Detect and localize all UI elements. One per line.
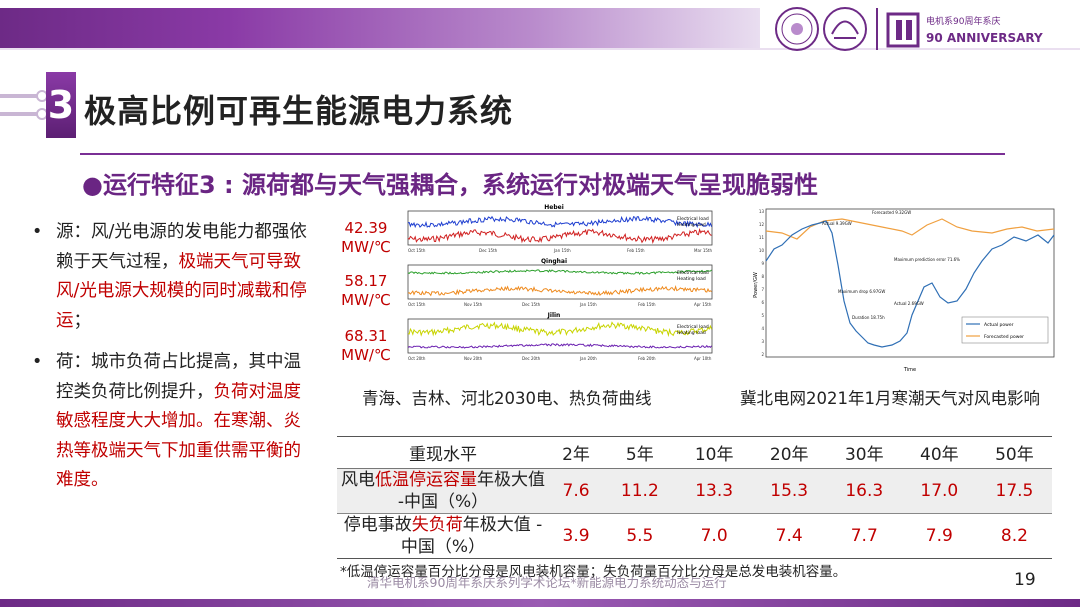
svg-text:Dec 15th: Dec 15th: [479, 248, 498, 253]
svg-text:Electrical load: Electrical load: [677, 324, 709, 330]
svg-text:11: 11: [759, 235, 765, 240]
svg-text:Heating load: Heating load: [677, 276, 706, 282]
svg-text:Time: Time: [903, 367, 916, 373]
svg-text:Forecasted power: Forecasted power: [984, 334, 1024, 340]
svg-text:Feb 15th: Feb 15th: [638, 302, 656, 307]
table-row: 风电低温停运容量年极大值 -中国（%） 7.6 11.2 13.3 15.3 16…: [337, 468, 1052, 514]
svg-text:Electrical load: Electrical load: [677, 270, 709, 276]
svg-text:Forecasted 9.32GW: Forecasted 9.32GW: [872, 210, 911, 215]
wind-power-chart: Power/GW Time 13 12 11 10 9 8 7 6 5 4 3 …: [753, 208, 1055, 373]
svg-text:Duration 18.75h: Duration 18.75h: [852, 315, 885, 320]
svg-text:6: 6: [761, 300, 764, 305]
svg-text:13: 13: [759, 209, 765, 214]
recurrence-table: 重现水平 2年 5年 10年 20年 30年 40年 50年 风电低温停运容量年…: [337, 436, 1052, 559]
svg-text:Electrical load: Electrical load: [677, 216, 709, 222]
caption-load-curves: 青海、吉林、河北2030电、热负荷曲线: [362, 389, 652, 408]
jilin-heating-line: [407, 343, 712, 349]
svg-text:Apr 10th: Apr 10th: [694, 356, 712, 361]
bullet-source: • 源：风/光电源的发电能力都强依赖于天气过程，极端天气可导致风/光电源大规模的…: [32, 222, 307, 331]
svg-text:90 ANNIVERSARY: 90 ANNIVERSARY: [926, 31, 1043, 45]
svg-text:Jan 20th: Jan 20th: [579, 356, 597, 361]
hebei-sensitivity: 42.39 MW/℃: [341, 219, 391, 256]
actual-power-line: [765, 220, 1055, 348]
svg-text:10: 10: [759, 248, 765, 253]
qinghai-sensitivity: 58.17 MW/℃: [341, 272, 391, 309]
table-footnote: *低温停运容量百分比分母是风电装机容量；失负荷量百分比分母是总发电装机容量。: [340, 564, 847, 580]
svg-text:7: 7: [761, 287, 764, 292]
page-title: 极高比例可再生能源电力系统: [84, 92, 514, 130]
svg-text:Heating load: Heating load: [677, 222, 706, 228]
university-logos: 电机系90周年系庆 90 ANNIVERSARY: [775, 7, 1043, 51]
header-banner: [0, 8, 760, 48]
table-row: 停电事故失负荷年极大值 - 中国（%） 3.9 5.5 7.0 7.4 7.7 7…: [337, 513, 1052, 559]
svg-text:Heating load: Heating load: [677, 330, 706, 336]
bullet-load: • 荷：城市负荷占比提高，其中温控类负荷比例提升，负荷对温度敏感程度大大增加。在…: [32, 352, 301, 490]
qinghai-heating-line: [407, 285, 712, 297]
jilin-electrical-line: [407, 321, 713, 338]
svg-text:Feb 20th: Feb 20th: [638, 356, 656, 361]
svg-text:Actual power: Actual power: [984, 322, 1014, 328]
svg-text:Feb 15th: Feb 15th: [627, 248, 645, 253]
svg-text:Jilin: Jilin: [547, 312, 561, 319]
svg-text:Oct 20th: Oct 20th: [408, 356, 426, 361]
svg-text:Power/GW: Power/GW: [753, 272, 759, 298]
dept-seal-icon: [823, 7, 867, 51]
svg-text:4: 4: [761, 326, 764, 331]
jilin-sensitivity: 68.31 MW/℃: [341, 327, 391, 364]
hebei-panel: Hebei Electrical load Heating load Oct 1…: [407, 204, 713, 253]
svg-text:Apr 15th: Apr 15th: [694, 302, 712, 307]
svg-text:Oct 15th: Oct 15th: [408, 302, 426, 307]
jilin-panel: Jilin Electrical load Heating load Oct 2…: [407, 312, 713, 361]
hebei-electrical-line: [407, 215, 713, 229]
svg-text:Maximum drop 6.97GW: Maximum drop 6.97GW: [838, 289, 885, 294]
tsinghua-seal-icon: [775, 7, 819, 51]
qinghai-electrical-line: [407, 269, 712, 275]
svg-text:Maximum prediction error 71.6%: Maximum prediction error 71.6%: [894, 257, 960, 262]
svg-text:2: 2: [761, 352, 764, 357]
svg-text:12: 12: [759, 222, 765, 227]
svg-text:Nov 15th: Nov 15th: [464, 302, 483, 307]
anniversary-logo-icon: [886, 12, 920, 48]
page-number: 19: [1014, 570, 1036, 590]
svg-text:Jan 15th: Jan 15th: [579, 302, 597, 307]
section-number: 3: [46, 72, 76, 138]
svg-text:5: 5: [761, 313, 764, 318]
forecast-power-line: [765, 218, 1055, 240]
svg-text:3: 3: [761, 339, 764, 344]
hebei-heating-line: [407, 228, 712, 244]
svg-text:Oct 15th: Oct 15th: [408, 248, 426, 253]
svg-text:9: 9: [761, 261, 764, 266]
subtitle-divider: [80, 153, 1005, 155]
bullet-list: • 源：风/光电源的发电能力都强依赖于天气过程，极端天气可导致风/光电源大规模的…: [30, 218, 312, 508]
caption-wind-impact: 冀北电网2021年1月寒潮天气对风电影响: [740, 389, 1040, 408]
svg-text:8: 8: [761, 274, 764, 279]
header-divider: [0, 48, 1080, 50]
load-curves-chart: Hebei Electrical load Heating load Oct 1…: [407, 204, 713, 361]
svg-text:Actual 9.39GW: Actual 9.39GW: [822, 221, 852, 226]
footer-text: 清华电机系90周年系庆系列学术论坛*新能源电力系统动态与运行: [367, 575, 727, 590]
svg-text:Dec 15th: Dec 15th: [522, 302, 541, 307]
svg-text:电机系90周年系庆: 电机系90周年系庆: [926, 15, 1000, 27]
subtitle: ●运行特征3 : 源荷都与天气强耦合，系统运行对极端天气呈现脆弱性: [82, 171, 818, 199]
svg-text:Mar 15th: Mar 15th: [694, 248, 712, 253]
svg-text:Qinghai: Qinghai: [541, 258, 567, 265]
svg-text:Dec 20th: Dec 20th: [522, 356, 541, 361]
qinghai-panel: Qinghai Electrical load Heating load Oct…: [407, 258, 713, 307]
svg-text:Nov 20th: Nov 20th: [464, 356, 483, 361]
table-header: 重现水平 2年 5年 10年 20年 30年 40年 50年: [337, 436, 1052, 469]
svg-text:Hebei: Hebei: [544, 204, 564, 211]
svg-text:Jan 15th: Jan 15th: [553, 248, 571, 253]
footer-bar: [0, 599, 1080, 607]
svg-text:Actual 2.69GW: Actual 2.69GW: [894, 301, 924, 306]
